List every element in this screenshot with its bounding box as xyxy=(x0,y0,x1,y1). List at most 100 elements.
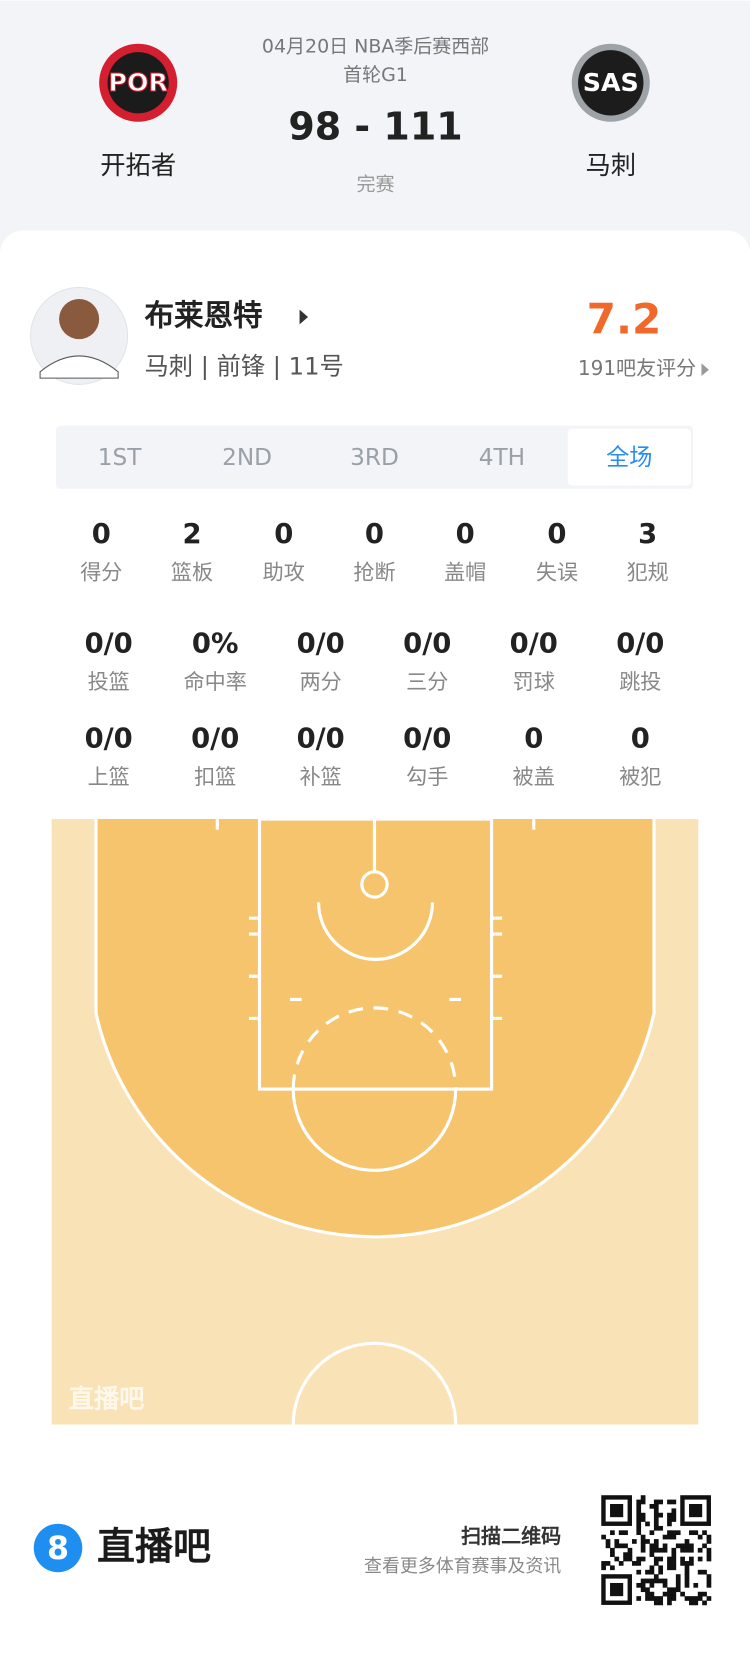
qr-module xyxy=(623,1530,628,1536)
qr-module xyxy=(649,1596,655,1601)
qr-module xyxy=(671,1556,677,1562)
stat-label: 两分 xyxy=(300,669,342,694)
tab[interactable]: 4TH xyxy=(479,444,525,471)
qr-module xyxy=(653,1561,659,1566)
qr-module xyxy=(610,1552,615,1557)
qr-module xyxy=(653,1547,659,1553)
qr-module xyxy=(706,1578,712,1584)
stat-value: 0% xyxy=(192,629,239,660)
qr-module xyxy=(636,1499,642,1505)
qr-module xyxy=(662,1591,668,1597)
qr-module xyxy=(618,1561,624,1566)
tab-bar xyxy=(55,425,694,489)
qr-module xyxy=(610,1565,615,1571)
qr-module xyxy=(684,1582,690,1588)
qr-module xyxy=(680,1547,685,1553)
qr-module xyxy=(658,1512,664,1518)
qr-module xyxy=(658,1565,664,1571)
qr-module xyxy=(689,1547,694,1553)
restricted-arc xyxy=(316,902,435,961)
qr-module xyxy=(649,1591,655,1597)
stat-value: 0/0 xyxy=(85,723,133,754)
name-arrow xyxy=(299,309,309,325)
qr-module xyxy=(689,1530,694,1536)
qr-module xyxy=(653,1539,659,1544)
qr-module xyxy=(636,1517,642,1522)
qr-module xyxy=(645,1591,650,1597)
qr-module xyxy=(658,1600,664,1606)
qr-module xyxy=(601,1534,606,1540)
home-logo-text: POR xyxy=(108,68,168,97)
qr-module xyxy=(605,1561,611,1566)
tab[interactable]: 2ND xyxy=(222,444,272,471)
stat-label: 命中率 xyxy=(184,669,247,694)
away-logo-text: SAS xyxy=(583,68,639,97)
brand-logo xyxy=(33,1523,83,1573)
qr-module xyxy=(675,1530,681,1536)
stat-label: 上篮 xyxy=(88,764,130,789)
stat-value: 0 xyxy=(524,723,543,754)
qr-module xyxy=(667,1591,672,1597)
qr-module xyxy=(706,1582,712,1588)
qr-module xyxy=(640,1539,646,1544)
qr-module xyxy=(658,1499,664,1505)
three-point-line xyxy=(94,819,656,1239)
qr-module xyxy=(671,1534,677,1540)
qr-module xyxy=(671,1499,677,1505)
qr-module xyxy=(649,1578,655,1584)
qr-module xyxy=(662,1534,668,1540)
tab[interactable]: 1ST xyxy=(98,444,142,471)
qr-finder xyxy=(689,1503,703,1518)
stat-label: 被犯 xyxy=(619,764,661,789)
qr-module xyxy=(671,1530,677,1536)
qr-module xyxy=(702,1543,707,1549)
brand-logo-mark: 8 xyxy=(47,1531,69,1567)
qr-module xyxy=(618,1530,624,1536)
stat-label: 三分 xyxy=(406,669,448,694)
qr-module xyxy=(605,1543,611,1549)
qr-module xyxy=(636,1596,642,1601)
qr-module xyxy=(653,1600,659,1606)
qr-module xyxy=(671,1552,677,1557)
qr-module xyxy=(680,1556,685,1562)
home-team-name: 开拓者 xyxy=(100,151,176,180)
qr-module xyxy=(667,1530,672,1536)
tab-active-bg xyxy=(567,428,691,486)
qr-module xyxy=(623,1556,628,1562)
qr-module xyxy=(675,1543,681,1549)
qr-finder xyxy=(610,1582,624,1597)
qr-module xyxy=(636,1530,642,1536)
qr-module xyxy=(667,1556,672,1562)
tab[interactable]: 3RD xyxy=(350,444,399,471)
tab[interactable]: 全场 xyxy=(606,444,652,471)
qr-module xyxy=(640,1587,646,1593)
qr-module xyxy=(640,1517,646,1522)
qr-module xyxy=(662,1547,668,1553)
qr-module xyxy=(697,1547,703,1553)
qr-module xyxy=(675,1587,681,1593)
qr-module xyxy=(601,1565,606,1571)
qr-module xyxy=(667,1600,672,1606)
qr-module xyxy=(684,1569,690,1575)
qr-module xyxy=(653,1508,659,1514)
qr-module xyxy=(645,1578,650,1584)
stat-label: 勾手 xyxy=(406,764,448,789)
stat-label: 跳投 xyxy=(619,669,661,694)
qr-module xyxy=(675,1582,681,1588)
stat-label: 罚球 xyxy=(513,669,555,694)
qr-module xyxy=(636,1525,642,1531)
qr-module xyxy=(706,1556,712,1562)
rim xyxy=(360,870,389,899)
stat-label: 得分 xyxy=(80,559,122,584)
qr-module xyxy=(653,1499,659,1505)
rating-arrow xyxy=(701,363,709,377)
stat-value: 0 xyxy=(631,723,650,754)
qr-module xyxy=(671,1596,677,1601)
qr-module xyxy=(671,1508,677,1514)
qr-module xyxy=(689,1561,694,1566)
match-score: 98 - 111 xyxy=(288,105,462,149)
free-throw-arc xyxy=(291,1089,458,1172)
qr-module xyxy=(689,1596,694,1601)
